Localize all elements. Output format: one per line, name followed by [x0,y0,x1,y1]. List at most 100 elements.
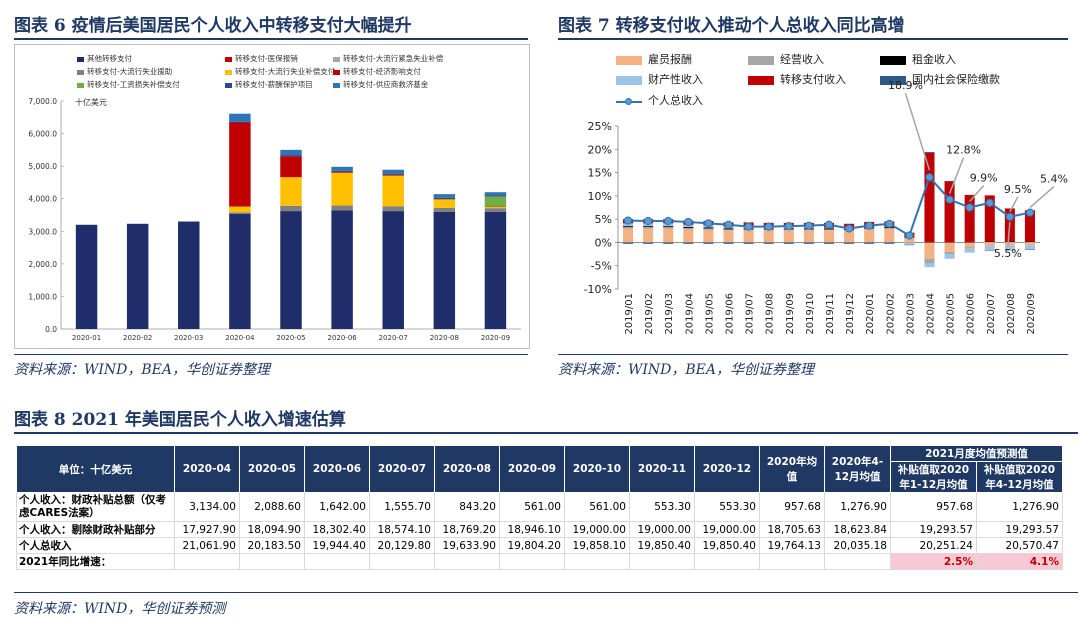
table-row: 2021年同比增速： 2.5% 4.1% [16,553,1063,570]
table-row: 个人收入：财政补贴总额（仅考虑CARES法案） 3,134.00 2,088.60 1… [16,492,1063,522]
bar-segment [623,242,634,244]
bar-segment [783,242,794,244]
annotation-label: 9.5% [1004,183,1032,196]
fig6-legend-item: 其他转移支付 [77,53,132,64]
total-income-point [704,219,713,228]
fig7-legend-item: 国内社会保险缴款 [880,71,1000,87]
table-cell [629,553,695,570]
table-header-month: 2020-11 [629,445,695,493]
legend-swatch [616,75,642,85]
table-header-month: 2020-08 [434,445,500,493]
fig6-source: 资料来源：WIND，BEA，华创证券整理 [14,362,271,378]
total-income-point [644,216,653,226]
table-cell [174,553,240,570]
y-tick-label: -5% [591,260,612,273]
table-header-month: 2020-06 [304,445,370,493]
bar-segment [884,228,895,243]
legend-swatch [225,69,232,75]
x-tick-label: 2020-02 [123,334,152,342]
bar-segment [844,230,855,243]
table-cell: 553.30 [694,492,760,522]
bar-segment [703,227,714,229]
table-header-month: 2020-12 [694,445,760,493]
table-cell: 18,705.63 [759,521,825,538]
total-income-point [804,221,814,230]
fig6-legend-item: 转移支付-工资损失补偿支付 [77,79,180,90]
table-cell [369,553,435,570]
y-tick-label: 5% [595,213,612,226]
bar-segment [433,207,456,212]
legend-label: 转移支付-医保报销 [235,54,298,63]
annotation-label: 9.9% [970,172,998,185]
bar-segment [723,230,734,243]
fig6-legend-item: 转移支付-经济影响支付 [333,66,421,77]
bar-segment [723,229,734,231]
legend-swatch [880,55,906,65]
fig6-title-rule [14,38,528,40]
legend-label: 转移支付收入 [780,73,846,86]
legend-label: 转移支付-供应商救济基金 [343,80,429,89]
table-header-avg-year: 2020年均值 [759,445,825,493]
table-cell: 561.00 [564,492,630,522]
total-income-point [844,224,854,233]
total-income-point [1025,208,1035,217]
bar-segment [944,242,955,252]
legend-swatch [333,82,340,88]
bar-segment [904,237,915,243]
bar-segment [623,223,634,227]
annotation-label: 5.4% [1040,173,1068,186]
bar-segment [683,227,694,228]
x-tick-label: 2019/04 [684,293,695,335]
x-tick-label: 2020-05 [276,334,305,342]
table-header-unit: 单位：十亿美元 [16,445,175,493]
fig8-title: 图表 8 2021 年美国居民个人收入增速估算 [14,410,346,430]
legend-swatch [77,82,84,88]
fig8-table-wrap: 单位：十亿美元 2020-04 2020-05 2020-06 2020-07 … [16,445,1063,570]
total-income-point [945,195,954,204]
table-row: 个人收入：剔除财政补贴部分 17,927.90 18,094.90 18,302.40… [16,521,1063,538]
bar-segment [382,169,404,174]
bar-segment [904,243,915,245]
total-income-point [784,222,793,231]
fig7-legend-item: 雇员报酬 [616,51,692,67]
legend-swatch [77,69,84,75]
table-cell: 19,858.10 [564,537,630,554]
table-cell: 20,570.47 [976,537,1063,554]
table-cell [759,553,825,570]
y-tick-label: 25% [588,120,612,133]
bar-segment [663,228,674,243]
x-tick-label: 2019/08 [765,293,776,335]
y-tick-label: 7,000.0 [28,97,57,106]
table-header-month: 2020-04 [174,445,240,493]
table-cell: 19,000.00 [564,521,630,538]
bar-segment [944,181,955,242]
x-tick-label: 2020-07 [379,334,408,342]
fig7-legend-item: 个人总收入 [616,92,703,108]
bar-segment [823,229,835,231]
bar-segment [229,212,251,214]
bar-segment [382,173,404,175]
table-cell: 2,088.60 [239,492,305,522]
x-tick-label: 2020-04 [225,334,255,342]
table-cell [824,553,891,570]
legend-label: 转移支付-大流行紧急失业补偿 [343,54,444,63]
bar-segment [382,174,404,176]
y-tick-label: -10% [584,283,612,296]
fig6-legend-item: 转移支付-大流行紧急失业补偿 [333,53,443,64]
table-row-label: 个人收入：剔除财政补贴部分 [16,521,175,538]
annotation-label: 18.9% [888,79,923,92]
bar-segment [382,211,404,329]
bar-segment [683,227,694,230]
bar-segment [433,194,456,198]
table-cell [499,553,565,570]
bar-segment [1024,242,1035,246]
bar-segment [964,247,975,249]
bar-segment [823,228,835,230]
table-cell [694,553,760,570]
x-tick-label: 2020/06 [966,293,977,335]
y-tick-label: 10% [588,190,612,203]
fig8-source-rule [14,592,1078,593]
bar-segment [484,211,507,329]
table-header-avg-4-12: 2020年4-12月均值 [824,445,891,493]
x-tick-label: 2020-09 [481,334,510,342]
